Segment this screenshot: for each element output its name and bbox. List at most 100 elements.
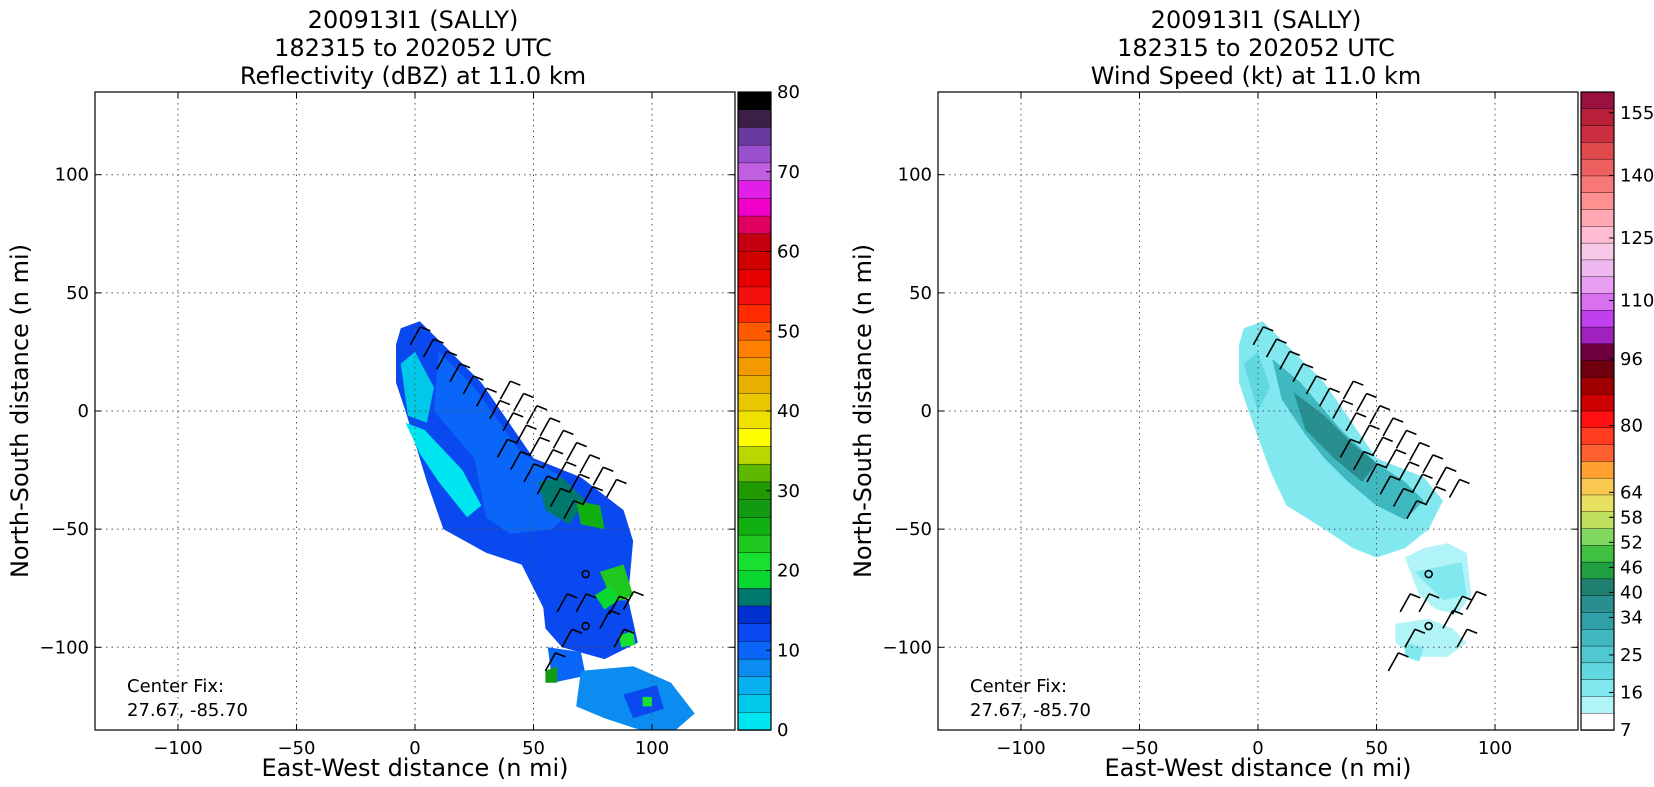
- colorbar-cell: [737, 91, 772, 111]
- wind-barb: [1414, 628, 1426, 635]
- wind-speed-area: [1293, 392, 1377, 482]
- x-tick-label: 0: [1252, 738, 1263, 759]
- wind-barb: [502, 412, 514, 432]
- y-tick-label: 50: [909, 283, 932, 304]
- x-axis-label: East-West distance (n mi): [1104, 754, 1411, 782]
- colorbar-cell: [1580, 108, 1615, 127]
- colorbar-cell: [1580, 561, 1615, 580]
- colorbar-cell: [1580, 477, 1615, 496]
- wind-barb: [1403, 487, 1414, 494]
- y-tick-label: 0: [78, 401, 89, 422]
- colorbar-cell: [737, 233, 772, 253]
- colorbar-cell: [737, 499, 772, 519]
- colorbar: 80 70 60 50 40 30 20 10 0: [737, 82, 800, 741]
- colorbar-cell: [737, 694, 772, 713]
- wind-barb: [592, 485, 604, 492]
- wind-barb: [563, 429, 574, 436]
- wind-barb: [563, 500, 575, 520]
- colorbar-label: 96: [1620, 349, 1643, 370]
- wind-barb: [549, 488, 562, 507]
- wind-barbs: [409, 326, 644, 672]
- wind-barb: [1366, 392, 1377, 399]
- reflectivity-area: [576, 500, 605, 530]
- colorbar-cell: [737, 357, 772, 377]
- wind-barb: [459, 362, 471, 369]
- wind-barb: [1395, 448, 1407, 455]
- colorbar-label: 30: [777, 481, 800, 502]
- wind-barb: [510, 451, 522, 470]
- wind-barb: [555, 652, 566, 658]
- wind-barb: [571, 628, 583, 635]
- colorbar-cell: [1580, 394, 1615, 412]
- wind-barb: [512, 412, 524, 418]
- wind-barb: [1445, 466, 1457, 472]
- wind-barbs: [1252, 326, 1487, 672]
- reflectivity-area: [599, 564, 634, 605]
- wind-barb: [1395, 429, 1408, 449]
- wind-barb: [1262, 326, 1274, 332]
- colorbar-label: 52: [1620, 532, 1643, 553]
- wind-barb: [592, 466, 604, 486]
- colorbar-cell: [737, 446, 772, 465]
- wind-barb: [507, 438, 518, 445]
- colorbar-cell: [737, 109, 772, 129]
- center-fix-note: Center Fix:: [970, 676, 1067, 697]
- wind-barb: [512, 393, 525, 412]
- colorbar-label: 7: [1620, 720, 1631, 741]
- colorbar-cell: [1580, 226, 1615, 244]
- colorbar-cell: [1580, 377, 1615, 395]
- wind-barb: [1411, 473, 1424, 493]
- colorbar-cell: [737, 144, 772, 164]
- colorbar: 155 140 125 110 96 80 64 58 52 46 40 34 25 16 7: [1580, 91, 1654, 741]
- colorbar-cell: [737, 534, 772, 554]
- wind-barb: [523, 392, 534, 399]
- wind-speed-area: [1405, 642, 1424, 662]
- chart-title-line: Reflectivity (dBZ) at 11.0 km: [240, 62, 586, 90]
- colorbar-label: 10: [777, 640, 800, 661]
- reflectivity-area: [595, 585, 619, 610]
- colorbar-cell: [737, 393, 772, 412]
- colorbar-cell: [1580, 511, 1615, 530]
- colorbar-cell: [1580, 629, 1615, 647]
- wind-barb: [419, 326, 431, 332]
- colorbar-cell: [737, 251, 772, 270]
- wind-barb: [515, 424, 528, 444]
- colorbar-label: 64: [1620, 482, 1643, 503]
- wind-barb: [1404, 628, 1416, 648]
- colorbar-label: 46: [1620, 557, 1643, 578]
- x-tick-label: −50: [277, 738, 315, 759]
- wind-barb: [1390, 475, 1401, 481]
- wind-barb: [547, 475, 558, 481]
- reflectivity-area: [538, 477, 586, 525]
- wind-barb: [1345, 412, 1357, 432]
- wind-barb: [605, 479, 618, 498]
- colorbar-cell: [1580, 444, 1615, 463]
- wind-barb: [1452, 609, 1464, 616]
- wind-barb: [1428, 593, 1440, 599]
- y-tick-label: −100: [40, 637, 89, 658]
- wind-barb: [1398, 461, 1410, 481]
- colorbar-cell: [737, 339, 772, 359]
- data-field: [396, 321, 695, 730]
- chart-title-line: 200913I1 (SALLY): [1151, 6, 1362, 34]
- wind-barb: [1369, 424, 1380, 430]
- colorbar-cell: [1580, 310, 1615, 328]
- colorbar-cell: [737, 269, 772, 288]
- y-tick-label: 100: [55, 165, 89, 186]
- reflectivity-area: [405, 422, 482, 518]
- y-tick-label: 50: [66, 283, 89, 304]
- colorbar-cell: [1580, 175, 1615, 194]
- x-tick-label: 50: [1365, 738, 1388, 759]
- wind-barb: [1385, 449, 1397, 469]
- wind-barb: [1456, 628, 1468, 648]
- wind-barb: [1353, 380, 1364, 386]
- chart-title-line: Wind Speed (kt) at 11.0 km: [1091, 62, 1422, 90]
- wind-barb: [536, 475, 549, 495]
- wind-barb: [1462, 595, 1473, 601]
- colorbar-cell: [737, 623, 772, 643]
- colorbar-label: 0: [777, 720, 788, 741]
- colorbar-cell: [737, 180, 772, 200]
- wind-barb: [1329, 387, 1340, 394]
- colorbar-label: 125: [1620, 228, 1654, 249]
